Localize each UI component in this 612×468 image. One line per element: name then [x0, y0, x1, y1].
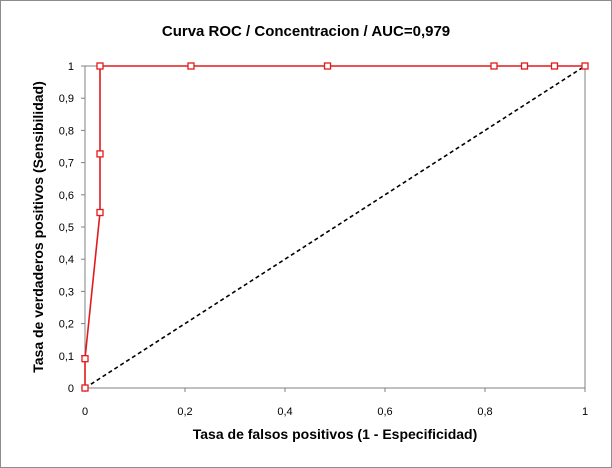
- roc-point-marker: [81, 355, 89, 363]
- y-tick-label: 0: [68, 383, 74, 395]
- x-tick-label: 0,6: [377, 406, 392, 418]
- x-tick-label: 0,4: [277, 406, 292, 418]
- roc-point-marker: [323, 62, 332, 70]
- roc-point-marker: [96, 150, 104, 158]
- roc-point-marker: [81, 384, 89, 392]
- x-axis-label: Tasa de falsos positivos (1 - Especifici…: [193, 426, 478, 442]
- y-tick-label: 0,1: [59, 351, 74, 363]
- y-axis-label: Tasa de verdaderos positivos (Sensibilid…: [30, 81, 46, 373]
- roc-point-marker: [96, 62, 104, 70]
- y-tick-label: 0,2: [59, 319, 74, 331]
- roc-point-marker: [581, 62, 589, 70]
- roc-point-marker: [490, 62, 498, 70]
- y-tick-label: 0,6: [59, 190, 74, 202]
- roc-point-marker: [96, 208, 104, 217]
- y-tick-label: 0,3: [59, 286, 74, 298]
- roc-point-marker: [520, 62, 529, 70]
- y-tick-label: 0,4: [59, 254, 74, 266]
- roc-point-marker: [187, 62, 195, 70]
- series-layer: [81, 62, 589, 392]
- y-tick-label: 0,9: [59, 93, 74, 105]
- reference-diagonal-line: [84, 65, 586, 389]
- x-tick-label: 0,8: [477, 406, 492, 418]
- y-tick-label: 0,5: [59, 222, 74, 234]
- x-tick-label: 0,2: [177, 406, 192, 418]
- x-tick-label: 0: [82, 406, 88, 418]
- y-tick-label: 0,7: [59, 158, 74, 170]
- tick-labels: 0 0,2 0,4 0,6 0,8 1 0 0,1 0,2 0,3 0,4 0,5 0,6 0,7 0,8 0…: [59, 61, 588, 418]
- chart-title: Curva ROC / Concentracion / AUC=0,979: [162, 23, 450, 40]
- y-tick-label: 1: [68, 61, 74, 73]
- y-tick-label: 0,8: [59, 125, 74, 137]
- x-tick-label: 1: [582, 406, 588, 418]
- roc-point-marker: [550, 62, 559, 70]
